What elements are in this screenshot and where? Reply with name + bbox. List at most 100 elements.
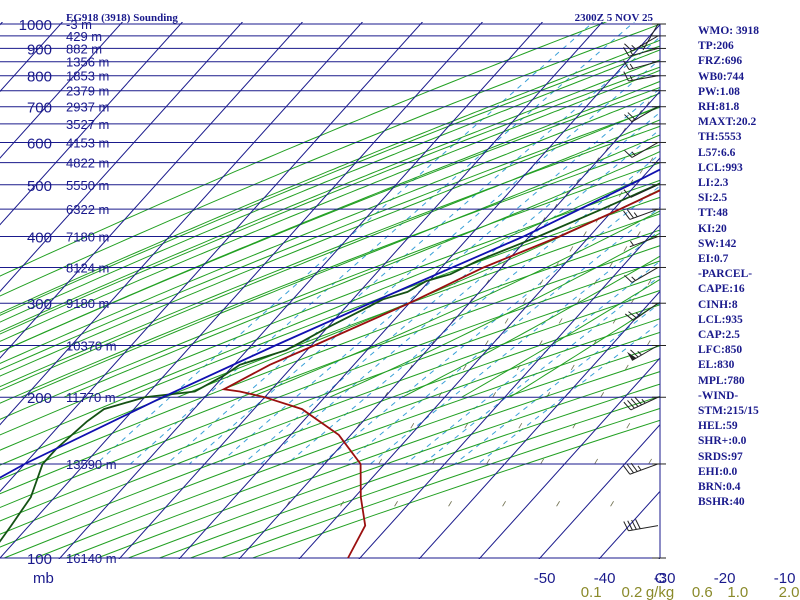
wind-barb-staff <box>642 23 659 51</box>
dry-adiabat-line <box>0 196 660 451</box>
height-label: 429 m <box>66 29 102 44</box>
grid-dash <box>600 392 605 398</box>
pressure-axis-label: mb <box>33 570 54 587</box>
index-item: SHR+:0.0 <box>698 435 747 448</box>
isotherm-line <box>418 290 660 559</box>
height-label: 2937 m <box>66 100 109 115</box>
moist-adiabat-line <box>0 49 660 323</box>
temperature-tick-label: -20 <box>714 570 736 587</box>
grid-dash <box>518 423 523 429</box>
mixing-ratio-tick-label: 0.6 <box>692 584 713 600</box>
wind-barb-flag <box>627 351 637 361</box>
isotherm-line <box>0 22 124 159</box>
moist-adiabat-line <box>0 119 660 391</box>
wind-barb-half <box>631 276 636 281</box>
wind-barb-staff <box>633 302 659 321</box>
height-label: 10370 m <box>66 339 117 354</box>
index-item: L57:6.6 <box>698 146 736 159</box>
index-item: EI:0.7 <box>698 253 729 266</box>
temperature-axis-label: C <box>655 570 666 587</box>
index-item: STM:215/15 <box>698 405 759 418</box>
grid-dash <box>569 246 574 252</box>
isotherm-line <box>238 90 660 559</box>
pressure-tick-label: 1000 <box>19 17 52 34</box>
wind-barb-staff <box>628 75 659 82</box>
wind-barb-full <box>635 519 641 529</box>
wind-barb-half <box>629 75 633 81</box>
dry-adiabat-line <box>0 22 608 277</box>
wind-barb <box>623 71 659 82</box>
index-item: SI:2.5 <box>698 192 728 205</box>
height-label: 3527 m <box>66 117 109 132</box>
temperature-tick-label: -10 <box>774 570 796 587</box>
wind-barb-full <box>634 396 643 406</box>
height-label: 2379 m <box>66 84 109 99</box>
wind-barb-half <box>633 212 638 218</box>
dry-adiabat-line <box>0 289 660 535</box>
isotherm-line <box>0 22 424 493</box>
height-label: 13590 m <box>66 457 117 472</box>
wind-barb-half <box>637 351 642 356</box>
height-label: 6322 m <box>66 202 109 217</box>
index-item: TT:48 <box>698 207 728 220</box>
dry-adiabat-line <box>0 162 660 420</box>
grid-dash <box>610 501 614 507</box>
pressure-tick-label: 800 <box>27 69 52 86</box>
wind-barb <box>623 396 659 411</box>
height-label: 882 m <box>66 41 102 56</box>
height-label: 16140 m <box>66 551 117 566</box>
wind-barb-full <box>631 519 637 530</box>
wind-barb-staff <box>631 35 659 52</box>
moist-adiabat-line <box>0 92 660 364</box>
mixing-ratio-tick-label: 0.2 <box>621 584 642 600</box>
wind-barb-half <box>631 151 636 156</box>
height-label: -3 m <box>66 17 92 32</box>
index-item: LFC:850 <box>698 344 743 357</box>
wind-barb-staff <box>628 525 659 532</box>
moist-adiabat-line <box>0 80 660 353</box>
wind-barb <box>627 345 659 361</box>
moist-adiabats <box>0 39 660 398</box>
wind-barb <box>623 462 659 475</box>
dry-adiabat-line <box>0 304 660 548</box>
index-item: CAPE:16 <box>698 283 745 296</box>
grid-dash <box>432 458 436 465</box>
wind-barb-full <box>623 71 629 82</box>
dry-adiabat-line <box>0 275 660 522</box>
axis-labels: 100 200 300 400 500 600 700 800 900 1000 16140 m 13… <box>19 17 800 600</box>
moist-adiabat-line <box>0 105 660 377</box>
height-label: 9180 m <box>66 296 109 311</box>
grid-dash <box>486 458 490 465</box>
dry-adiabat-line <box>0 260 660 509</box>
wind-barb-full <box>628 311 638 319</box>
height-label: 1356 m <box>66 55 109 70</box>
grid-dash <box>649 157 654 163</box>
dry-adiabat-line <box>0 144 660 404</box>
grid-dash <box>504 318 509 324</box>
dry-adiabat-line <box>0 213 660 466</box>
wind-barb-full <box>626 209 634 219</box>
wind-barb-full <box>623 60 630 70</box>
wind-barb-staff <box>631 106 659 123</box>
moist-adiabat-line <box>177 189 660 398</box>
wind-barb-half <box>629 50 634 56</box>
wind-barb-full <box>624 114 633 123</box>
grid-dash <box>555 262 559 268</box>
grid-dash <box>593 279 598 285</box>
wind-barb-staff <box>629 208 659 220</box>
dry-adiabat-line <box>0 106 660 371</box>
grid-dash <box>492 392 497 398</box>
mixing-ratio-tick-label: 0.1 <box>581 584 602 600</box>
wind-barb <box>624 302 659 321</box>
grid-dash <box>647 279 652 285</box>
height-label: 1853 m <box>66 69 109 84</box>
dry-adiabat-line <box>0 23 660 297</box>
grid-dash <box>522 298 527 304</box>
wind-barb-full <box>630 462 638 472</box>
index-item: MAXT:20.2 <box>698 116 757 129</box>
index-item: CAP:2.5 <box>698 329 740 342</box>
grid-dash <box>462 364 467 371</box>
index-item: CINH:8 <box>698 298 738 311</box>
height-label: 5550 m <box>66 178 109 193</box>
grid-dash <box>538 340 543 346</box>
